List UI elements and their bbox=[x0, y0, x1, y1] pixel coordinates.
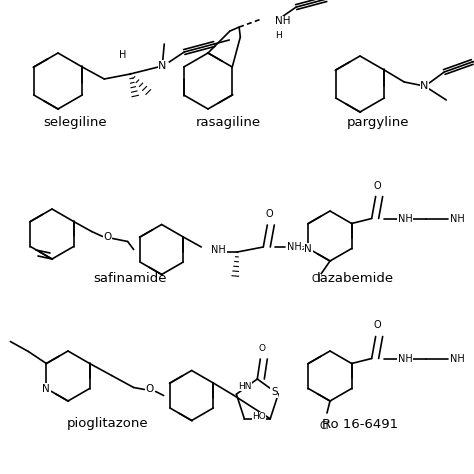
Text: O: O bbox=[374, 320, 382, 330]
Text: HN: HN bbox=[238, 382, 252, 391]
Text: safinamide: safinamide bbox=[93, 272, 167, 284]
Text: O: O bbox=[259, 344, 266, 353]
Text: NH₂: NH₂ bbox=[287, 242, 306, 252]
Text: lazabemide: lazabemide bbox=[317, 272, 393, 284]
Text: N: N bbox=[420, 81, 428, 91]
Text: NH: NH bbox=[398, 213, 412, 224]
Text: S: S bbox=[271, 387, 278, 397]
Text: HO: HO bbox=[253, 412, 266, 421]
Text: Cl: Cl bbox=[311, 274, 321, 284]
Text: NH: NH bbox=[211, 245, 226, 255]
Text: N: N bbox=[158, 61, 166, 71]
Text: O: O bbox=[265, 209, 273, 219]
Text: H: H bbox=[275, 31, 282, 40]
Text: Ro 16-6491: Ro 16-6491 bbox=[322, 418, 398, 430]
Text: pargyline: pargyline bbox=[347, 116, 409, 128]
Text: selegiline: selegiline bbox=[43, 116, 107, 128]
Text: NH: NH bbox=[398, 354, 412, 364]
Text: O: O bbox=[374, 181, 382, 191]
Text: NH: NH bbox=[450, 213, 465, 224]
Text: pioglitazone: pioglitazone bbox=[67, 418, 149, 430]
Text: NH: NH bbox=[450, 354, 465, 364]
Text: Cl: Cl bbox=[319, 421, 329, 431]
Text: O: O bbox=[146, 384, 154, 394]
Text: rasagiline: rasagiline bbox=[195, 116, 261, 128]
Text: O: O bbox=[103, 231, 112, 241]
Text: N: N bbox=[304, 244, 312, 254]
Text: N: N bbox=[43, 383, 50, 393]
Text: NH: NH bbox=[275, 16, 291, 26]
Text: H: H bbox=[118, 50, 126, 60]
